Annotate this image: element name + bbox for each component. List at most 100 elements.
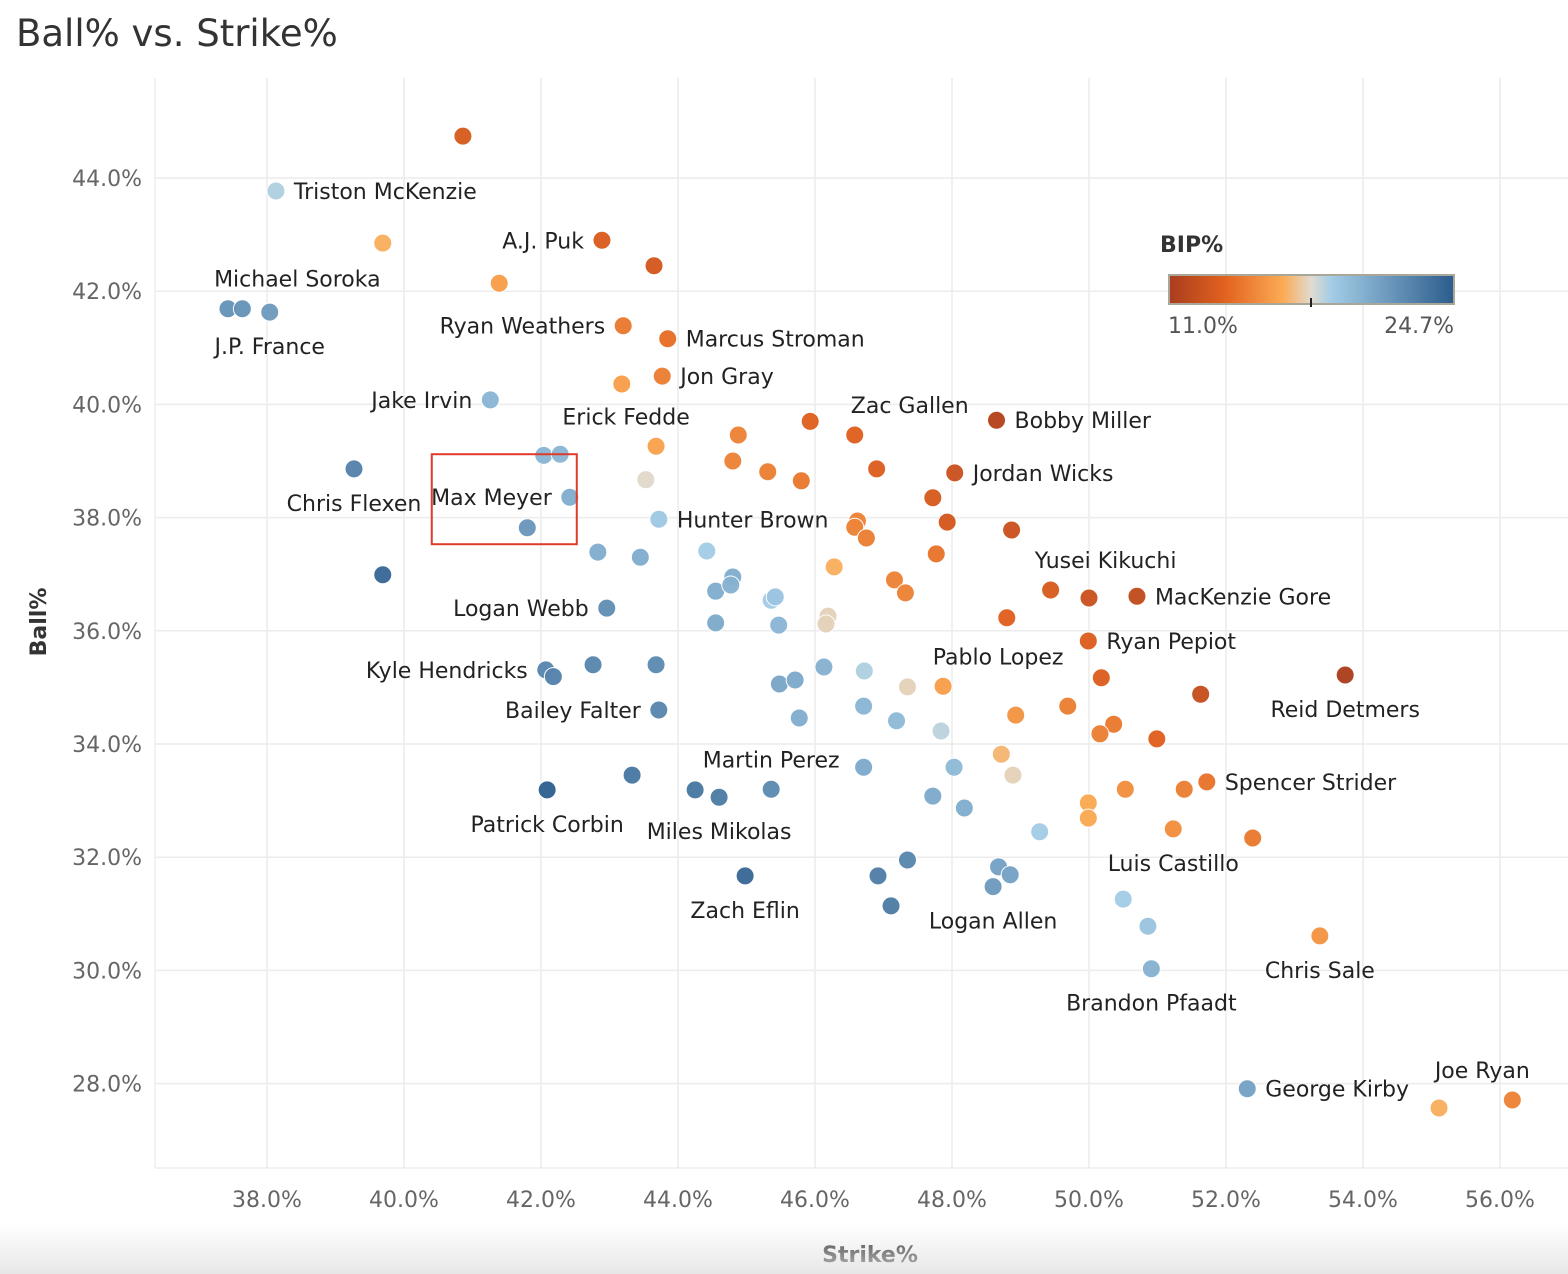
data-point	[769, 674, 789, 694]
data-point	[854, 696, 874, 716]
data-point	[622, 765, 642, 785]
data-point	[453, 126, 473, 146]
data-point	[945, 463, 965, 483]
point-label: Jon Gray	[678, 365, 773, 390]
data-point	[1147, 729, 1167, 749]
point-label: George Kirby	[1265, 1078, 1409, 1103]
point-label: Zach Eflin	[690, 899, 799, 924]
data-point	[923, 786, 943, 806]
data-point	[944, 757, 964, 777]
data-point	[1030, 822, 1050, 842]
point-label: Michael Soroka	[214, 268, 381, 293]
data-point	[1078, 808, 1098, 828]
data-point	[997, 608, 1017, 628]
point-label: Brandon Pfaadt	[1066, 992, 1237, 1017]
point-label: Yusei Kikuchi	[1034, 549, 1177, 574]
data-point	[881, 896, 901, 916]
data-point	[583, 655, 603, 675]
data-point	[373, 565, 393, 585]
data-point	[926, 544, 946, 564]
y-tick-label: 30.0%	[72, 959, 142, 984]
data-point	[480, 390, 500, 410]
data-point	[897, 677, 917, 697]
x-tick-label: 48.0%	[917, 1188, 987, 1213]
data-point	[1429, 1098, 1449, 1118]
point-label: Luis Castillo	[1108, 852, 1239, 877]
data-point	[931, 721, 951, 741]
point-label: Kyle Hendricks	[366, 659, 528, 684]
data-point	[1243, 828, 1263, 848]
data-point	[728, 425, 748, 445]
data-point	[854, 661, 874, 681]
point-label: Erick Fedde	[562, 405, 689, 430]
data-point	[709, 787, 729, 807]
highlight-box	[430, 453, 578, 546]
data-point	[644, 256, 664, 276]
data-point	[646, 655, 666, 675]
data-point	[1174, 779, 1194, 799]
data-point	[1003, 765, 1023, 785]
y-tick-label: 38.0%	[72, 507, 142, 532]
data-point	[761, 779, 781, 799]
data-point	[1138, 916, 1158, 936]
data-point	[1141, 959, 1161, 979]
data-point	[814, 657, 834, 677]
point-label: Max Meyer	[431, 486, 553, 511]
data-point	[1237, 1079, 1257, 1099]
data-point	[854, 757, 874, 777]
data-point	[1091, 668, 1111, 688]
point-label: Martin Perez	[703, 748, 840, 773]
data-point	[721, 575, 741, 595]
data-point	[933, 676, 953, 696]
data-point	[560, 487, 580, 507]
point-label: Patrick Corbin	[471, 813, 624, 838]
data-point	[630, 547, 650, 567]
point-label: Chris Sale	[1265, 959, 1375, 984]
point-label: Marcus Stroman	[686, 328, 865, 353]
chart-title: Ball% vs. Strike%	[16, 12, 338, 55]
data-point	[646, 436, 666, 456]
data-point	[723, 451, 743, 471]
point-label: Jordan Wicks	[971, 462, 1114, 487]
data-point	[344, 459, 364, 479]
data-point	[1113, 889, 1133, 909]
data-point	[769, 615, 789, 635]
x-tick-label: 46.0%	[780, 1188, 850, 1213]
data-point	[845, 425, 865, 445]
data-point	[987, 410, 1007, 430]
point-label: J.P. France	[213, 335, 325, 360]
data-point	[1335, 665, 1355, 685]
x-tick-label: 42.0%	[506, 1188, 576, 1213]
point-label: A.J. Puk	[502, 229, 584, 254]
data-point	[789, 708, 809, 728]
data-point	[597, 598, 617, 618]
x-tick-label: 52.0%	[1191, 1188, 1261, 1213]
data-point	[1115, 779, 1135, 799]
data-point	[895, 583, 915, 603]
data-point	[658, 329, 678, 349]
data-point	[517, 518, 537, 538]
x-axis-label: Strike%	[822, 1243, 918, 1268]
point-label: Bailey Falter	[505, 699, 642, 724]
data-point	[1104, 714, 1124, 734]
data-point	[991, 744, 1011, 764]
point-label: Bobby Miller	[1015, 409, 1152, 434]
data-point	[592, 230, 612, 250]
data-point	[897, 850, 917, 870]
point-label: Pablo Lopez	[933, 645, 1064, 670]
data-point	[856, 528, 876, 548]
y-tick-label: 32.0%	[72, 846, 142, 871]
data-point	[537, 780, 557, 800]
data-point	[489, 273, 509, 293]
data-point	[1079, 588, 1099, 608]
data-point	[260, 302, 280, 322]
point-label: Logan Allen	[929, 910, 1057, 935]
point-label: Zac Gallen	[851, 394, 969, 419]
data-point	[1197, 772, 1217, 792]
data-point	[636, 470, 656, 490]
data-point	[735, 866, 755, 886]
data-point	[613, 316, 633, 336]
y-tick-label: 28.0%	[72, 1073, 142, 1098]
data-point	[884, 570, 904, 590]
